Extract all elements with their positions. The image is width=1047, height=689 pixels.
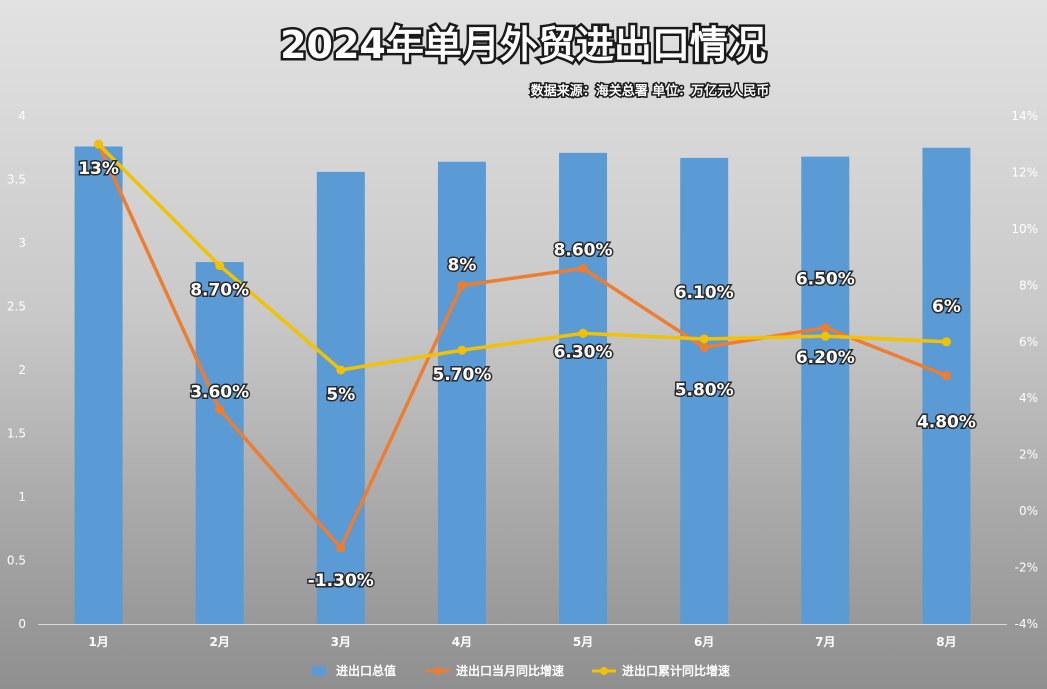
x-tick-label: 6月 [694, 635, 714, 649]
monthly-growth-data-label: 6.50% [796, 270, 855, 290]
cumulative-growth-data-label: 5.70% [432, 365, 491, 385]
y-left-tick-label: 4 [18, 109, 26, 123]
y-left-tick-label: 2.5 [7, 300, 26, 314]
monthly-growth-data-label: 4.80% [917, 413, 976, 433]
y-right-tick-label: 14% [1011, 109, 1038, 123]
y-left-tick-label: 1 [18, 490, 26, 504]
monthly-growth-point [699, 342, 709, 352]
x-tick-label: 7月 [815, 635, 835, 649]
monthly-growth-point [215, 405, 225, 415]
y-right-tick-label: 0% [1019, 504, 1038, 518]
x-tick-label: 2月 [210, 635, 230, 649]
legend-swatch-marker [434, 667, 442, 675]
y-left-tick-label: 1.5 [7, 427, 26, 441]
y-right-tick-label: 6% [1019, 335, 1038, 349]
monthly-growth-point [457, 280, 467, 290]
monthly-growth-line [96, 143, 948, 550]
bar [801, 156, 850, 624]
monthly-growth-data-label: 5.80% [675, 380, 734, 400]
y-right-tick-label: -2% [1015, 561, 1038, 575]
x-tick-label: 8月 [936, 635, 956, 649]
chart-subtitle: 数据来源：海关总署 单位：万亿元人民币 [531, 83, 770, 99]
monthly-growth-data-label: 3.60% [190, 383, 249, 403]
y-right-tick-label: 10% [1011, 222, 1038, 236]
bar [559, 152, 608, 624]
cumulative-growth-line [97, 142, 947, 372]
cumulative-growth-data-label: 6.20% [796, 348, 855, 368]
x-tick-label: 5月 [573, 635, 593, 649]
y-right-tick-label: 4% [1019, 391, 1038, 405]
y-right-tick-label: -4% [1015, 617, 1038, 631]
x-tick-label: 4月 [452, 635, 472, 649]
cumulative-growth-point [94, 139, 104, 149]
cumulative-growth-data-label: 6.10% [675, 283, 734, 303]
monthly-growth-data-label: -1.30% [308, 571, 374, 591]
monthly-growth-data-label: 8.60% [554, 240, 613, 260]
y-left-tick-label: 2 [18, 363, 26, 377]
cumulative-growth-point [336, 365, 346, 375]
legend-label: 进出口总值 [336, 663, 396, 678]
monthly-growth-point [820, 323, 830, 333]
y-right-tick-label: 12% [1011, 165, 1038, 179]
legend-swatch-marker [600, 667, 608, 675]
bar [74, 146, 123, 625]
cumulative-growth-point [820, 331, 830, 341]
y-left-tick-label: 0.5 [7, 554, 26, 568]
bar [922, 147, 971, 624]
legend-label: 进出口当月同比增速 [456, 663, 564, 678]
monthly-growth-point [941, 371, 951, 381]
cumulative-growth-data-label: 6.30% [554, 342, 613, 362]
cumulative-growth-point [457, 345, 467, 355]
cumulative-growth-data-label: 6% [932, 297, 961, 317]
bar [680, 157, 729, 624]
y-left-tick-label: 0 [18, 617, 26, 631]
cumulative-growth-point [941, 337, 951, 347]
cumulative-growth-point [578, 328, 588, 338]
monthly-growth-point [578, 263, 588, 273]
y-left-tick-label: 3.5 [7, 173, 26, 187]
monthly-growth-data-label: 8% [448, 255, 477, 275]
y-left-tick-label: 3 [18, 236, 26, 250]
cumulative-growth-point [699, 334, 709, 344]
cumulative-growth-point [215, 261, 225, 271]
x-tick-label: 3月 [331, 635, 351, 649]
cumulative-growth-data-label: 13% [78, 159, 119, 179]
x-tick-label: 1月 [88, 635, 108, 649]
y-right-tick-label: 8% [1019, 278, 1038, 292]
bar [437, 161, 486, 624]
cumulative-growth-data-label: 8.70% [190, 281, 249, 301]
legend-label: 进出口累计同比增速 [622, 663, 730, 678]
chart-title: 2024年单月外贸进出口情况 [280, 23, 766, 67]
monthly-growth-point [336, 543, 346, 553]
y-right-tick-label: 2% [1019, 448, 1038, 462]
legend-swatch [312, 666, 326, 676]
bar [195, 262, 244, 624]
cumulative-growth-data-label: 5% [326, 385, 355, 405]
